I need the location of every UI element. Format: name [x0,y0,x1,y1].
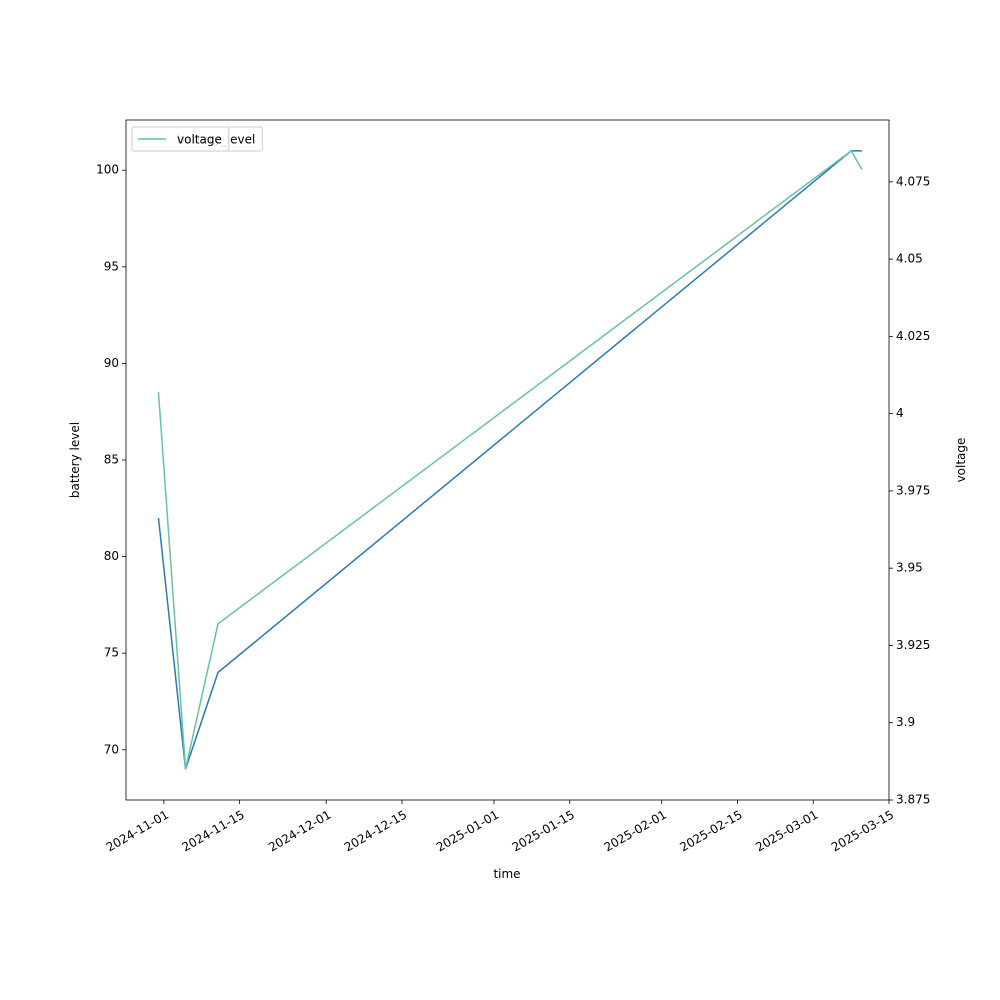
x-tick-label: 2025-02-15 [677,808,744,855]
y-tick-label: 90 [104,356,119,370]
y2-tick-label: 4.05 [896,252,923,266]
x-axis-label: time [493,867,520,881]
y2-tick-label: 3.875 [896,793,930,807]
y-axis-label: battery level [68,422,82,498]
x-tick-label: 2024-12-01 [266,808,333,855]
x-tick-label: 2024-11-15 [179,808,246,855]
x-tick-label: 2025-02-01 [602,808,669,855]
legend-box [131,126,230,152]
y2-tick-label: 3.9 [896,715,915,729]
series-line [157,149,863,770]
x-tick-label: 2025-03-15 [829,808,896,855]
y-tick-label: 85 [104,453,119,467]
x-tick-label: 2025-01-15 [510,808,577,855]
x-tick-label: 2024-12-15 [342,808,409,855]
y2-tick-label: 4 [896,406,904,420]
plot-frame [125,119,890,801]
legend-label: voltage [177,133,222,147]
y-tick-label: 100 [96,163,119,177]
y2-tick-label: 3.975 [896,483,930,497]
y-tick-label: 75 [104,646,119,660]
y2-axis-label: voltage [954,438,968,483]
x-tick-label: 2025-03-01 [753,808,820,855]
x-tick-label: 2024-11-01 [104,808,171,855]
y2-tick-label: 3.925 [896,638,930,652]
y2-tick-label: 4.025 [896,329,930,343]
x-tick-label: 2025-01-01 [434,808,501,855]
y2-tick-label: 4.075 [896,174,930,188]
y-tick-label: 95 [104,259,119,273]
y2-tick-label: 3.95 [896,561,923,575]
y-tick-label: 80 [104,549,119,563]
series-line [157,150,862,770]
y-tick-label: 70 [104,742,119,756]
